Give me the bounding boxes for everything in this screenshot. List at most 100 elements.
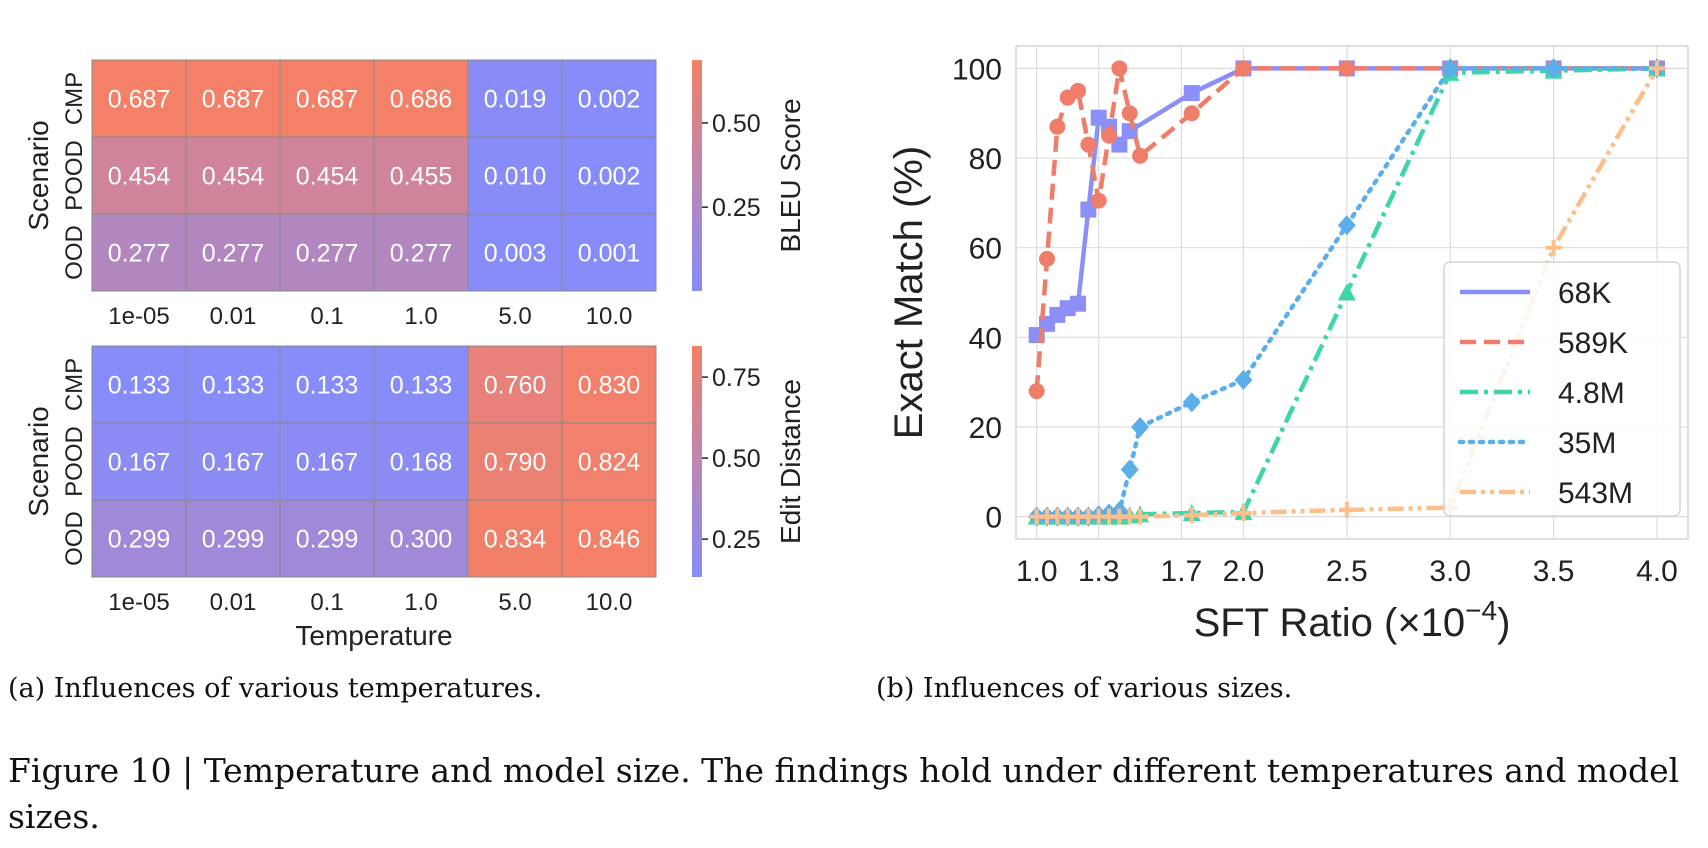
heatmap-cell-value: 0.760	[484, 372, 547, 400]
y-tick-label: CMP	[61, 72, 88, 125]
x-tick-label: 1e-05	[108, 303, 169, 330]
data-point-diamond	[1337, 215, 1356, 236]
colorbar-tick-label: 0.25	[712, 526, 761, 554]
y-tick-label: 20	[969, 412, 1002, 445]
y-tick-label: POOD	[61, 426, 88, 497]
heatmap-cell-value: 0.687	[296, 86, 359, 114]
x-axis-label: Temperature	[295, 620, 452, 651]
heatmap-cell-value: 0.686	[390, 86, 453, 114]
data-point-circle	[1235, 60, 1252, 77]
bleu-heatmap: 0.687 0.687 0.687 0.686 0.019 0.002 0.454 0.454…	[23, 59, 806, 330]
x-tick-label: 3.5	[1533, 555, 1575, 588]
data-point-square	[1183, 85, 1200, 102]
heatmap-cell-value: 0.002	[578, 163, 641, 191]
heatmap-cell-value: 0.455	[390, 163, 453, 191]
heatmap-cell	[561, 136, 657, 215]
data-point-circle	[1028, 383, 1045, 400]
y-tick-label: 0	[985, 502, 1002, 535]
data-point-circle	[1070, 82, 1087, 99]
heatmap-cell	[561, 499, 657, 578]
data-point-circle	[1090, 192, 1107, 209]
heatmap-cell	[279, 59, 375, 138]
colorbar-tick-label: 0.75	[712, 364, 761, 392]
x-tick-label: 1.0	[1016, 555, 1058, 588]
y-tick-label: 100	[952, 53, 1002, 86]
heatmap-cell-value: 0.454	[108, 163, 171, 191]
heatmap-cell-value: 0.834	[484, 526, 547, 554]
heatmap-cell	[185, 345, 281, 424]
heatmap-cell-value: 0.167	[296, 449, 359, 477]
legend-label: 543M	[1558, 477, 1633, 510]
x-axis-label-main: SFT Ratio (×10	[1194, 601, 1466, 645]
heatmap-cell	[561, 59, 657, 138]
heatmap-cell-value: 0.277	[390, 240, 453, 268]
heatmap-cell-value: 0.133	[296, 372, 359, 400]
x-tick-label: 0.01	[210, 589, 257, 616]
y-tick-label: OOD	[61, 511, 88, 566]
y-axis-label: Scenario	[23, 120, 54, 231]
heatmap-cell-value: 0.277	[108, 240, 171, 268]
data-point-circle	[1132, 147, 1149, 164]
heatmap-cell-value: 0.167	[108, 449, 171, 477]
colorbar-tick-label: 0.25	[712, 194, 761, 222]
heatmap-cell-value: 0.454	[202, 163, 265, 191]
x-tick-label: 1.0	[404, 303, 437, 330]
y-tick-label: 40	[969, 322, 1002, 355]
heatmap-cell	[91, 59, 187, 138]
data-point-circle	[1049, 118, 1066, 135]
heatmap-cell	[467, 499, 563, 578]
heatmap-cell	[561, 422, 657, 501]
colorbar-label: BLEU Score	[775, 98, 806, 252]
heatmap-cell	[279, 422, 375, 501]
heatmap-cell-value: 0.019	[484, 86, 547, 114]
heatmap-cell	[467, 213, 563, 292]
heatmap-cell-value: 0.846	[578, 526, 641, 554]
y-tick-label: OOD	[61, 225, 88, 280]
heatmap-cell	[467, 59, 563, 138]
data-point-circle	[1039, 250, 1056, 267]
heatmap-cell	[185, 59, 281, 138]
x-tick-label: 4.0	[1636, 555, 1678, 588]
y-tick-label: POOD	[61, 140, 88, 211]
legend-label: 35M	[1558, 427, 1616, 460]
x-tick-label: 10.0	[586, 303, 633, 330]
x-tick-label: 5.0	[498, 303, 531, 330]
colorbar-tick-label: 0.50	[712, 445, 761, 473]
data-point-circle	[1111, 60, 1128, 77]
heatmap-cell-value: 0.010	[484, 163, 547, 191]
data-point-circle	[1080, 136, 1097, 153]
x-tick-label: 1.0	[404, 589, 437, 616]
data-point-diamond	[1234, 369, 1253, 390]
x-axis-label: SFT Ratio (×10−4)	[1194, 595, 1511, 645]
heatmap-cell-value: 0.168	[390, 449, 453, 477]
heatmap-cell-value: 0.299	[108, 526, 171, 554]
heatmap-cell-value: 0.277	[202, 240, 265, 268]
data-point-diamond	[1131, 416, 1150, 437]
data-point-square	[1070, 295, 1087, 312]
heatmap-cell-value: 0.167	[202, 449, 265, 477]
x-tick-label: 3.0	[1429, 555, 1471, 588]
heatmap-cell-value: 0.687	[108, 86, 171, 114]
x-axis-label-exponent: −4	[1465, 595, 1497, 626]
heatmap-cell	[373, 345, 469, 424]
heatmap-cell-value: 0.002	[578, 86, 641, 114]
heatmap-cell	[91, 499, 187, 578]
colorbar	[692, 60, 702, 291]
heatmap-cell-value: 0.277	[296, 240, 359, 268]
data-point-circle	[1121, 105, 1138, 122]
x-tick-label: 1.7	[1161, 555, 1203, 588]
heatmap-cell-value: 0.133	[108, 372, 171, 400]
x-tick-label: 0.1	[310, 303, 343, 330]
heatmap-cell	[279, 345, 375, 424]
heatmap-cell-value: 0.299	[202, 526, 265, 554]
data-point-plus	[1338, 501, 1355, 518]
heatmap-cell-value: 0.133	[202, 372, 265, 400]
x-tick-label: 1e-05	[108, 589, 169, 616]
x-tick-label: 0.1	[310, 589, 343, 616]
data-point-diamond	[1441, 58, 1460, 79]
data-point-circle	[1338, 60, 1355, 77]
x-tick-label: 1.3	[1078, 555, 1120, 588]
y-tick-label: CMP	[61, 358, 88, 411]
x-tick-label: 10.0	[586, 589, 633, 616]
caption-a: (a) Influences of various temperatures.	[8, 673, 543, 704]
